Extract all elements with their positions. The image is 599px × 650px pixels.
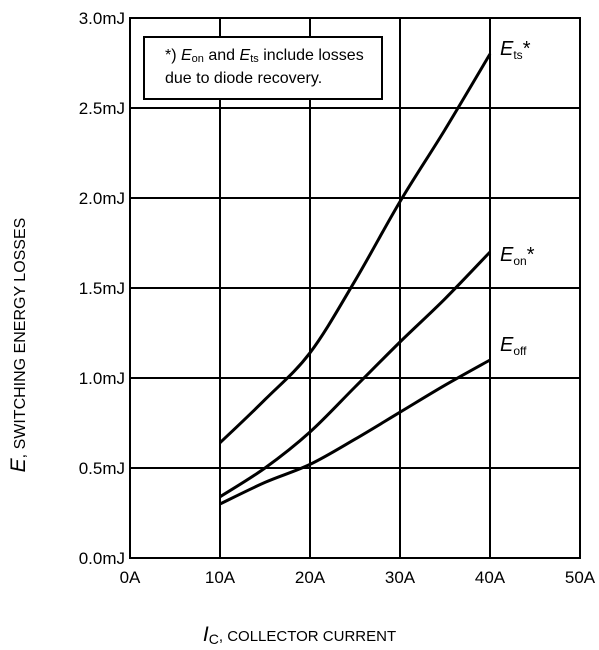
series-label-ets-sym: E [500,38,514,60]
x-tick-label: 10A [205,568,236,587]
note-sym1: E [181,47,192,64]
series-label-ets-sub: ts [513,48,523,62]
series-label-eoff-sym: E [500,334,514,356]
note-text: *) Eon and Ets include losses due to dio… [165,46,364,89]
y-tick-label: 3.0mJ [79,9,125,28]
note-sym2: E [239,47,251,64]
note-line2: due to diode recovery. [165,70,323,87]
y-axis-label: E, SWITCHING ENERGY LOSSES [7,175,37,515]
series-label-eon-sub: on [513,254,527,268]
series-label-eon: Eon* [500,244,535,268]
series-label-eon-sup: * [526,244,535,266]
note-sub2: ts [250,53,259,65]
note-mid: and [203,47,240,64]
series-label-eon-sym: E [500,244,514,266]
series-line-eon [219,250,492,499]
x-axis-text: , COLLECTOR CURRENT [218,628,397,645]
x-axis-label: IC, COLLECTOR CURRENT [0,623,599,647]
y-tick-label: 0.5mJ [79,459,125,478]
x-tick-label: 30A [385,568,416,587]
y-tick-label: 0.0mJ [79,549,125,568]
x-tick-label: 40A [475,568,506,587]
x-tick-label: 50A [565,568,596,587]
x-tick-label: 20A [295,568,326,587]
y-tick-label: 2.0mJ [79,189,125,208]
y-tick-label: 1.5mJ [79,279,125,298]
series-group [218,53,492,506]
note-line1-rest: include losses [258,47,364,64]
y-tick-label: 2.5mJ [79,99,125,118]
plot-frame [129,17,581,559]
x-tick-labels: 0A 10A 20A 30A 40A 50A [120,568,596,587]
note-box [143,36,389,106]
series-label-eoff-sub: off [513,344,527,358]
series-label-ets: Ets* [500,38,530,62]
x-tick-label: 0A [120,568,141,587]
series-label-ets-sup: * [522,38,531,60]
grid [130,18,580,558]
y-tick-labels: 0.0mJ 0.5mJ 1.0mJ 1.5mJ 2.0mJ 2.5mJ 3.0mJ [79,9,125,568]
y-axis-symbol: E [7,458,30,473]
x-axis-symbol: I [202,623,209,646]
y-axis-text: , SWITCHING ENERGY LOSSES [12,217,29,459]
note-prefix: *) [165,47,181,64]
series-line-eoff [219,358,491,506]
series-label-eoff: Eoff [500,334,526,358]
y-tick-label: 1.0mJ [79,369,125,388]
x-axis-sub: C [208,631,219,647]
series-line-ets [218,53,492,444]
note-sub1: on [191,53,204,65]
